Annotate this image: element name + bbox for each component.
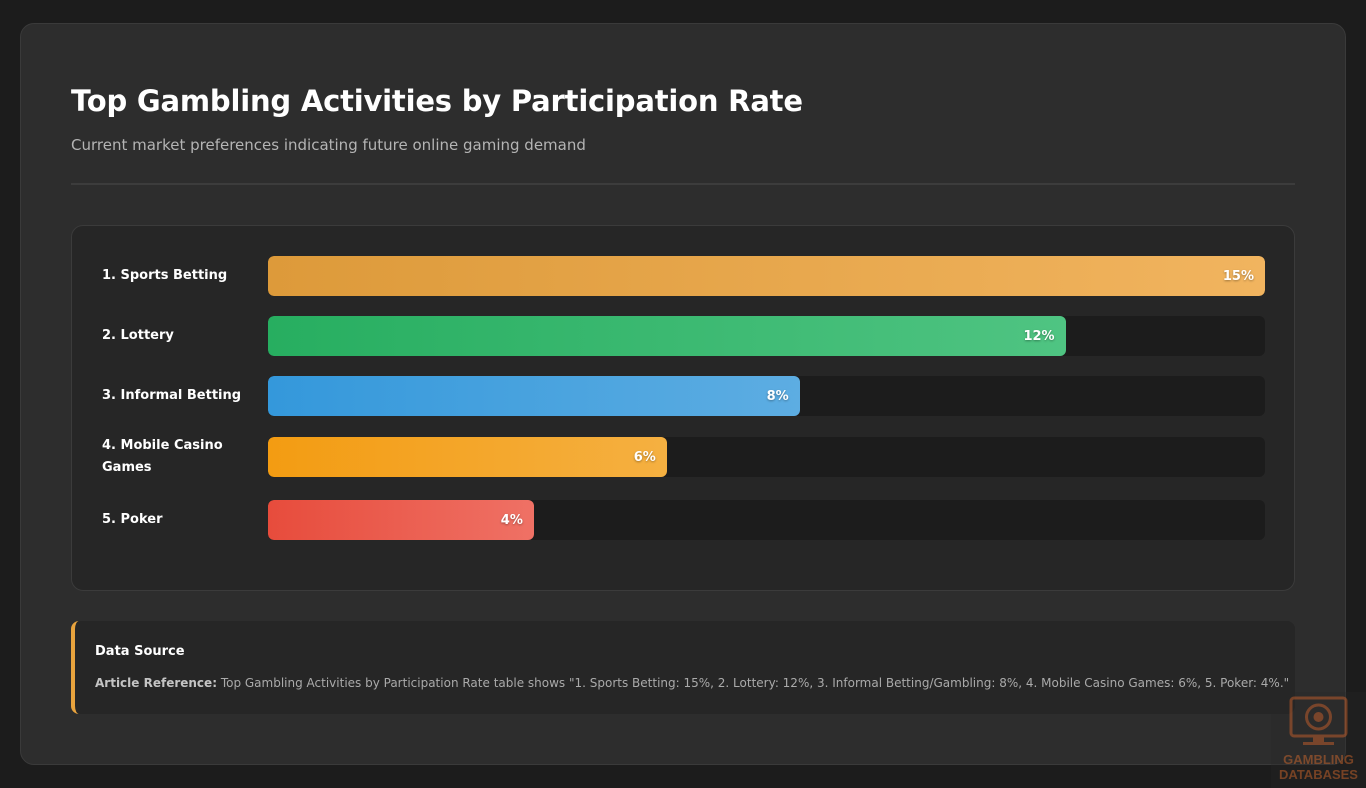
monitor-chip-icon bbox=[1289, 696, 1348, 745]
chart-row: 5. Poker 4% bbox=[102, 500, 1265, 540]
divider bbox=[71, 183, 1295, 185]
bar-value-label: 6% bbox=[633, 449, 656, 465]
category-label: 3. Informal Betting bbox=[102, 388, 242, 403]
page-subtitle: Current market preferences indicating fu… bbox=[71, 136, 586, 154]
bar-track: 8% bbox=[268, 376, 1265, 416]
chart-row: 1. Sports Betting 15% bbox=[102, 256, 1265, 296]
category-label: 1. Sports Betting bbox=[102, 268, 228, 283]
bar-lottery: 12% bbox=[268, 316, 1066, 356]
data-source-heading: Data Source bbox=[95, 644, 185, 659]
category-label: 2. Lottery bbox=[102, 328, 174, 343]
article-reference-text: Top Gambling Activities by Participation… bbox=[217, 676, 1290, 690]
watermark-line-1: GAMBLING bbox=[1283, 752, 1354, 767]
bar-sports-betting: 15% bbox=[268, 256, 1265, 296]
watermark-text: GAMBLING DATABASES bbox=[1271, 752, 1366, 782]
chart-card: Top Gambling Activities by Participation… bbox=[20, 23, 1346, 765]
bar-track: 15% bbox=[268, 256, 1265, 296]
chart-row: 4. Mobile Casino Games 6% bbox=[102, 437, 1265, 477]
bar-chart: 1. Sports Betting 15% 2. Lottery 12% 3. … bbox=[71, 225, 1295, 591]
chart-row: 2. Lottery 12% bbox=[102, 316, 1265, 356]
category-label: 4. Mobile Casino Games bbox=[102, 438, 223, 475]
bar-value-label: 12% bbox=[1023, 328, 1055, 344]
data-source-box: Data Source Article Reference: Top Gambl… bbox=[71, 621, 1295, 714]
page-title: Top Gambling Activities by Participation… bbox=[71, 84, 803, 118]
bar-value-label: 15% bbox=[1222, 268, 1254, 284]
bar-informal-betting: 8% bbox=[268, 376, 800, 416]
data-source-text: Article Reference: Top Gambling Activiti… bbox=[95, 676, 1289, 690]
bar-track: 4% bbox=[268, 500, 1265, 540]
bar-track: 6% bbox=[268, 437, 1265, 477]
bar-track: 12% bbox=[268, 316, 1265, 356]
watermark-line-2: DATABASES bbox=[1279, 767, 1358, 782]
bar-value-label: 4% bbox=[500, 512, 523, 528]
watermark-logo: GAMBLING DATABASES bbox=[1271, 692, 1366, 788]
bar-value-label: 8% bbox=[766, 388, 789, 404]
category-label: 5. Poker bbox=[102, 512, 163, 527]
bar-poker: 4% bbox=[268, 500, 534, 540]
article-reference-label: Article Reference: bbox=[95, 676, 217, 690]
bar-mobile-casino-games: 6% bbox=[268, 437, 667, 477]
chart-row: 3. Informal Betting 8% bbox=[102, 376, 1265, 416]
